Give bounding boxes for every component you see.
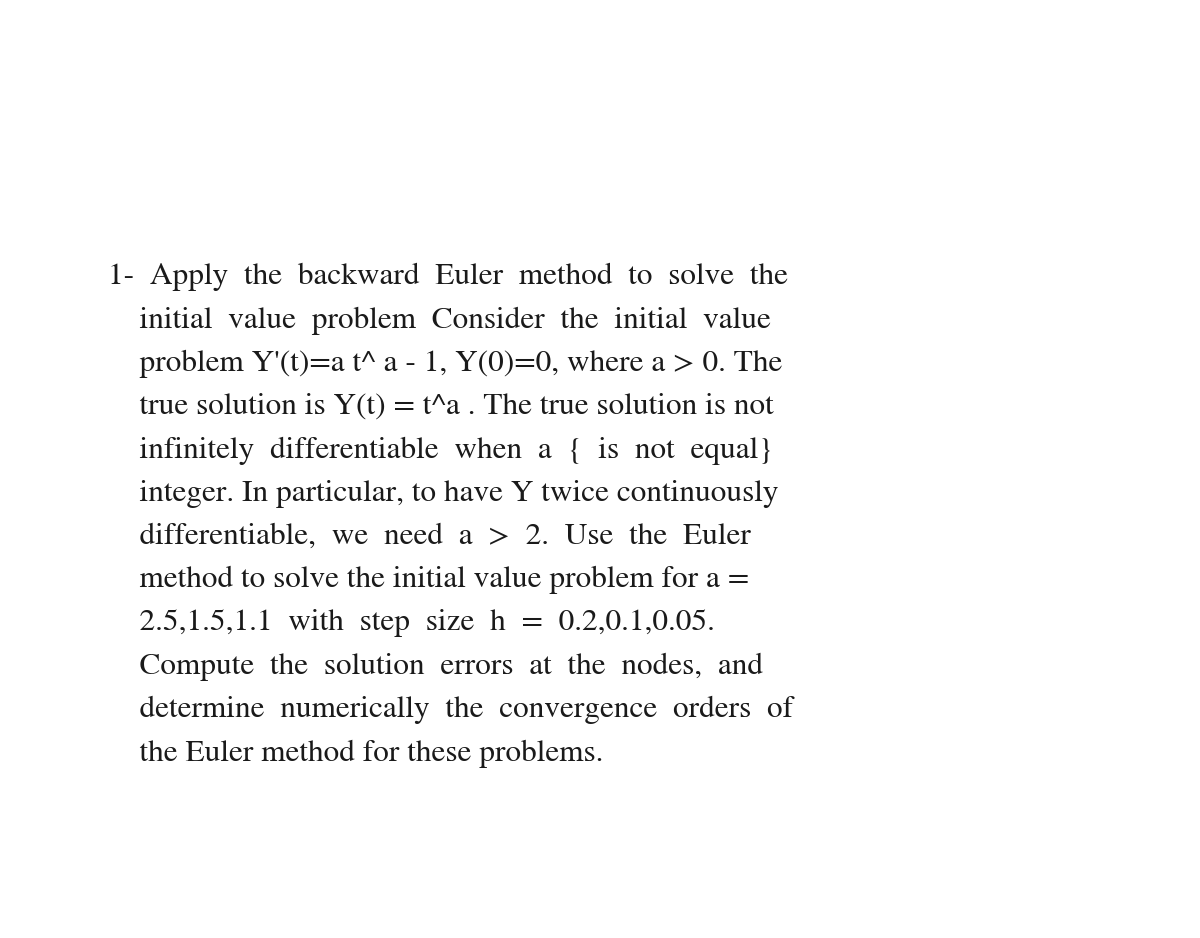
- Text: 1-  Apply  the  backward  Euler  method  to  solve  the
    initial  value  prob: 1- Apply the backward Euler method to so…: [108, 263, 793, 768]
